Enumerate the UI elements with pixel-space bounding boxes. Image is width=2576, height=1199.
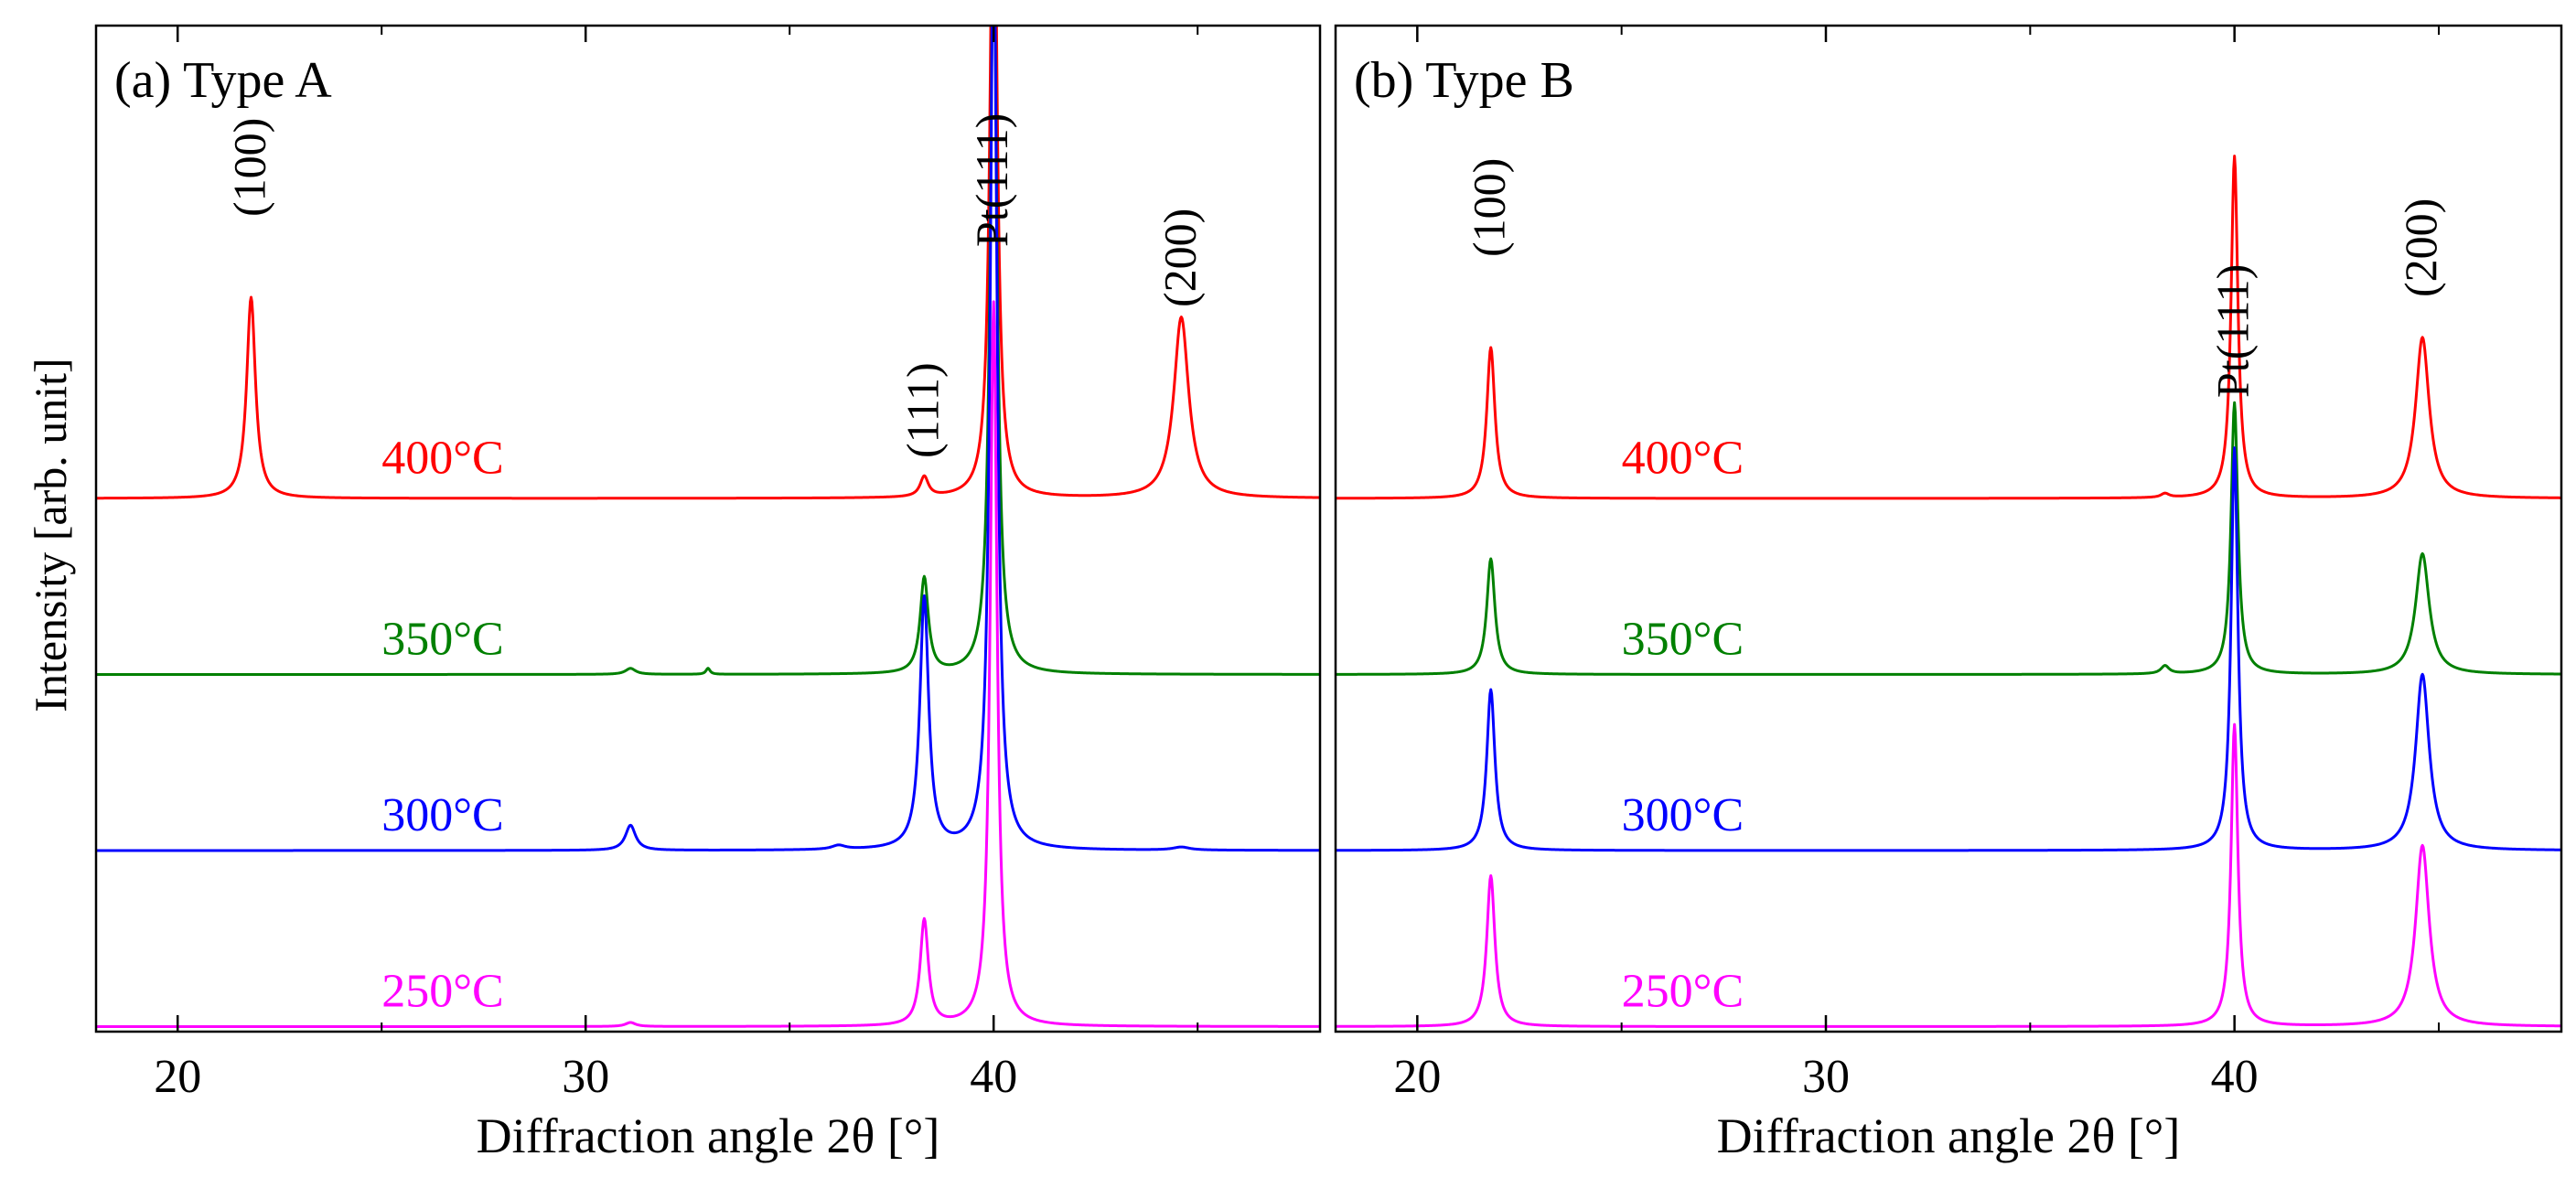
temp-label-a-400c: 400°C [381, 433, 503, 485]
trace-b-350c [1336, 401, 2561, 676]
trace-a-250c [96, 300, 1320, 1028]
trace-b-400c [1336, 155, 2561, 500]
panel-a: 20 30 40 Diffraction angle 2θ [°] (a) Type A… [94, 24, 1322, 1163]
peak-label-a-pt111: Pt(111) [966, 113, 1017, 247]
peak-label-b-200: (200) [2395, 198, 2446, 297]
x-tick-label-a-40: 40 [970, 1051, 1017, 1103]
temp-label-a-350c: 350°C [381, 614, 503, 666]
temp-label-b-400c: 400°C [1622, 433, 1744, 485]
peak-label-b-pt111: Pt(111) [2207, 264, 2259, 398]
trace-b-300c [1336, 446, 2561, 852]
trace-b-250c [1336, 723, 2561, 1028]
peak-label-a-111: (111) [896, 362, 948, 458]
x-tick-label-b-20: 20 [1393, 1051, 1441, 1103]
temp-label-b-300c: 300°C [1622, 789, 1744, 841]
x-tick-label-a-20: 20 [154, 1051, 201, 1103]
trace-a-400c [96, 26, 1320, 500]
panel-b: 20 30 40 Diffraction angle 2θ [°] (b) Type B… [1334, 24, 2563, 1163]
panel-a-frame [94, 24, 1322, 1033]
x-tick-label-a-30: 30 [562, 1051, 609, 1103]
panel-b-frame [1334, 24, 2563, 1033]
panel-a-traces [96, 26, 1320, 1028]
x-tick-label-b-30: 30 [1802, 1051, 1850, 1103]
x-axis-label-a: Diffraction angle 2θ [°] [477, 1108, 940, 1163]
temp-label-a-250c: 250°C [381, 966, 503, 1018]
panel-b-traces [1336, 155, 2561, 1028]
trace-a-300c [96, 26, 1320, 852]
temp-label-a-300c: 300°C [381, 789, 503, 841]
peak-label-a-200: (200) [1154, 209, 1205, 307]
panel-title-a: (a) Type A [114, 52, 332, 109]
peak-label-a-100: (100) [224, 118, 275, 217]
trace-a-350c [96, 26, 1320, 676]
x-axis-label-b: Diffraction angle 2θ [°] [1717, 1108, 2181, 1163]
temp-label-b-350c: 350°C [1622, 614, 1744, 666]
peak-label-b-100: (100) [1464, 158, 1515, 257]
panel-title-b: (b) Type B [1354, 52, 1574, 109]
y-axis-label: Intensity [arb. unit] [25, 358, 76, 712]
temp-label-b-250c: 250°C [1622, 966, 1744, 1018]
x-tick-label-b-40: 40 [2211, 1051, 2259, 1103]
